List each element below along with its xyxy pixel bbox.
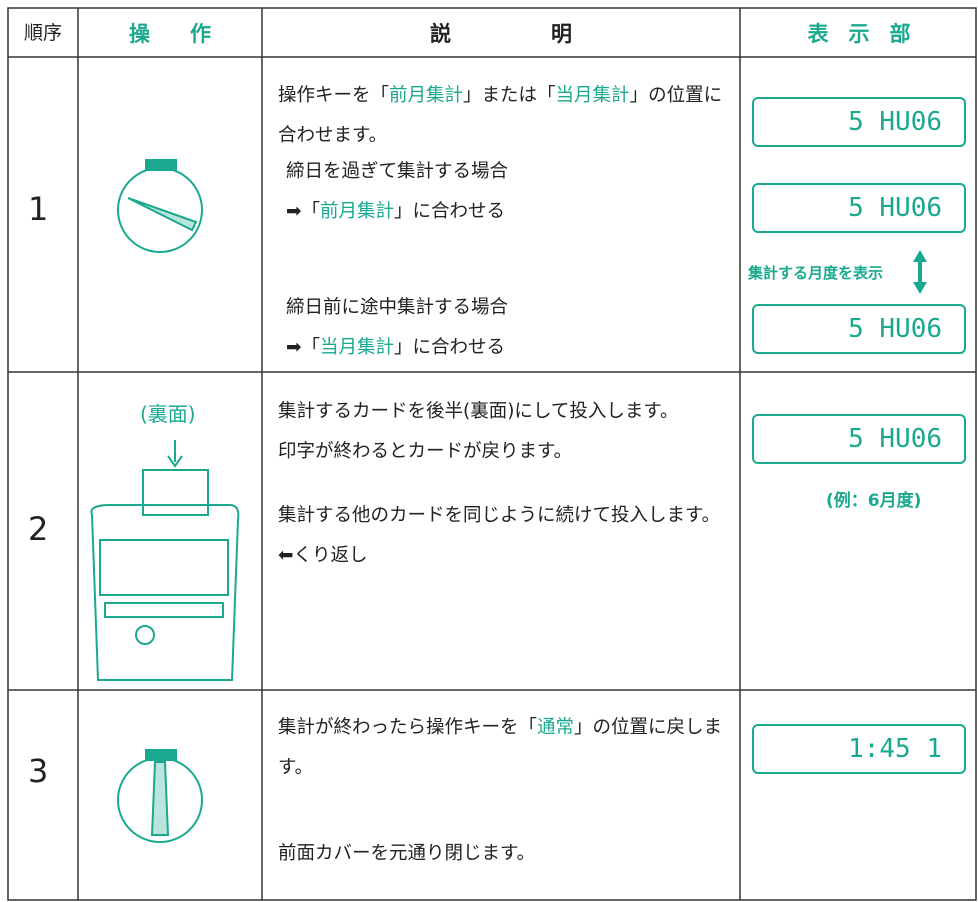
text: 集計が終わったら操作キーを「 [278,717,538,738]
step-number: 3 [28,752,49,790]
instruction: 集計するカードを後半(裏面)にして投入します。 印字が終わるとカードが戻ります。集… [278,392,723,576]
step-number: 2 [28,510,49,548]
text: 」または「 [463,85,556,106]
arrow [913,250,927,294]
display-note: (例：6月度) [826,491,922,511]
image-label: (裏面) [140,402,196,426]
dial-illustration [117,749,203,843]
text: 」に合わせる [394,337,506,358]
instruction: 操作キーを「前月集計」または「当月集計」の位置に合わせます。 [278,76,723,156]
case: 締日を過ぎて集計する場合 ➡「前月集計」に合わせる [286,152,731,232]
display: 5 HU06 [752,97,966,147]
text: ➡「 [286,337,321,358]
text: 当月集計 [320,337,395,358]
text: 操作キーを「 [278,85,390,106]
text: 通常 [537,717,575,738]
text: 前月集計 [389,85,464,106]
text: 前月集計 [320,201,395,222]
header-description: 説明 [430,22,672,46]
header-operation: 操作 [129,22,251,46]
display: 5 HU06 [752,414,966,464]
display: 5 HU06 [752,183,966,233]
text: 当月集計 [555,85,630,106]
display: 1:45 1 [752,724,966,774]
text: 締日を過ぎて集計する場合 [286,161,509,182]
text: 印字が終わるとカードが戻ります。 [278,441,573,462]
header-order: 順序 [23,22,62,44]
display: 5 HU06 [752,304,966,354]
text: 集計するカードを後半(裏面)にして投入します。 [278,401,679,422]
header-display: 表示部 [807,22,931,46]
text: ➡「 [286,201,321,222]
display-note: 集計する月度を表示 [748,264,884,282]
text: 締日前に途中集計する場合 [286,297,509,318]
dial-illustration [117,159,203,253]
case: 締日前に途中集計する場合 ➡「当月集計」に合わせる [286,288,731,368]
text: 」に合わせる [394,201,506,222]
text: 集計する他のカードを同じように続けて投入します。⬅くり返し [278,505,721,566]
text: 」の位置に戻します。 [278,717,723,778]
text: 前面カバーを元通り閉じます。 [278,843,536,864]
instruction: 集計が終わったら操作キーを「通常」の位置に戻します。前面カバーを元通り閉じます。 [278,708,723,874]
text: 」の位置に合わせます。 [278,85,723,146]
machine-illustration [90,440,240,681]
step-number: 1 [28,190,49,228]
